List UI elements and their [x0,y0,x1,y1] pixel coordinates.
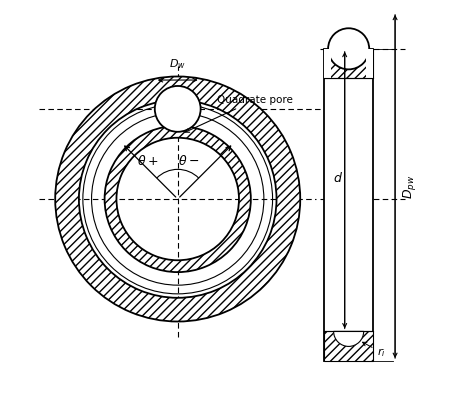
Wedge shape [334,332,364,346]
Circle shape [330,30,367,67]
Circle shape [155,86,201,132]
Wedge shape [55,76,300,322]
Text: d: d [334,172,342,185]
Bar [324,49,331,78]
Wedge shape [105,126,251,272]
Bar [324,332,374,361]
Text: $D_{pw}$: $D_{pw}$ [401,174,418,199]
Text: $\theta+$: $\theta+$ [137,154,159,168]
Circle shape [328,28,369,69]
Text: $\theta-$: $\theta-$ [178,154,200,168]
Text: $D_w$: $D_w$ [169,58,186,71]
Text: Quadrate pore: Quadrate pore [185,95,293,132]
Text: $r_i$: $r_i$ [363,342,386,359]
Wedge shape [334,332,364,346]
Bar [366,49,374,78]
Bar [324,49,374,361]
Bar [324,49,374,78]
